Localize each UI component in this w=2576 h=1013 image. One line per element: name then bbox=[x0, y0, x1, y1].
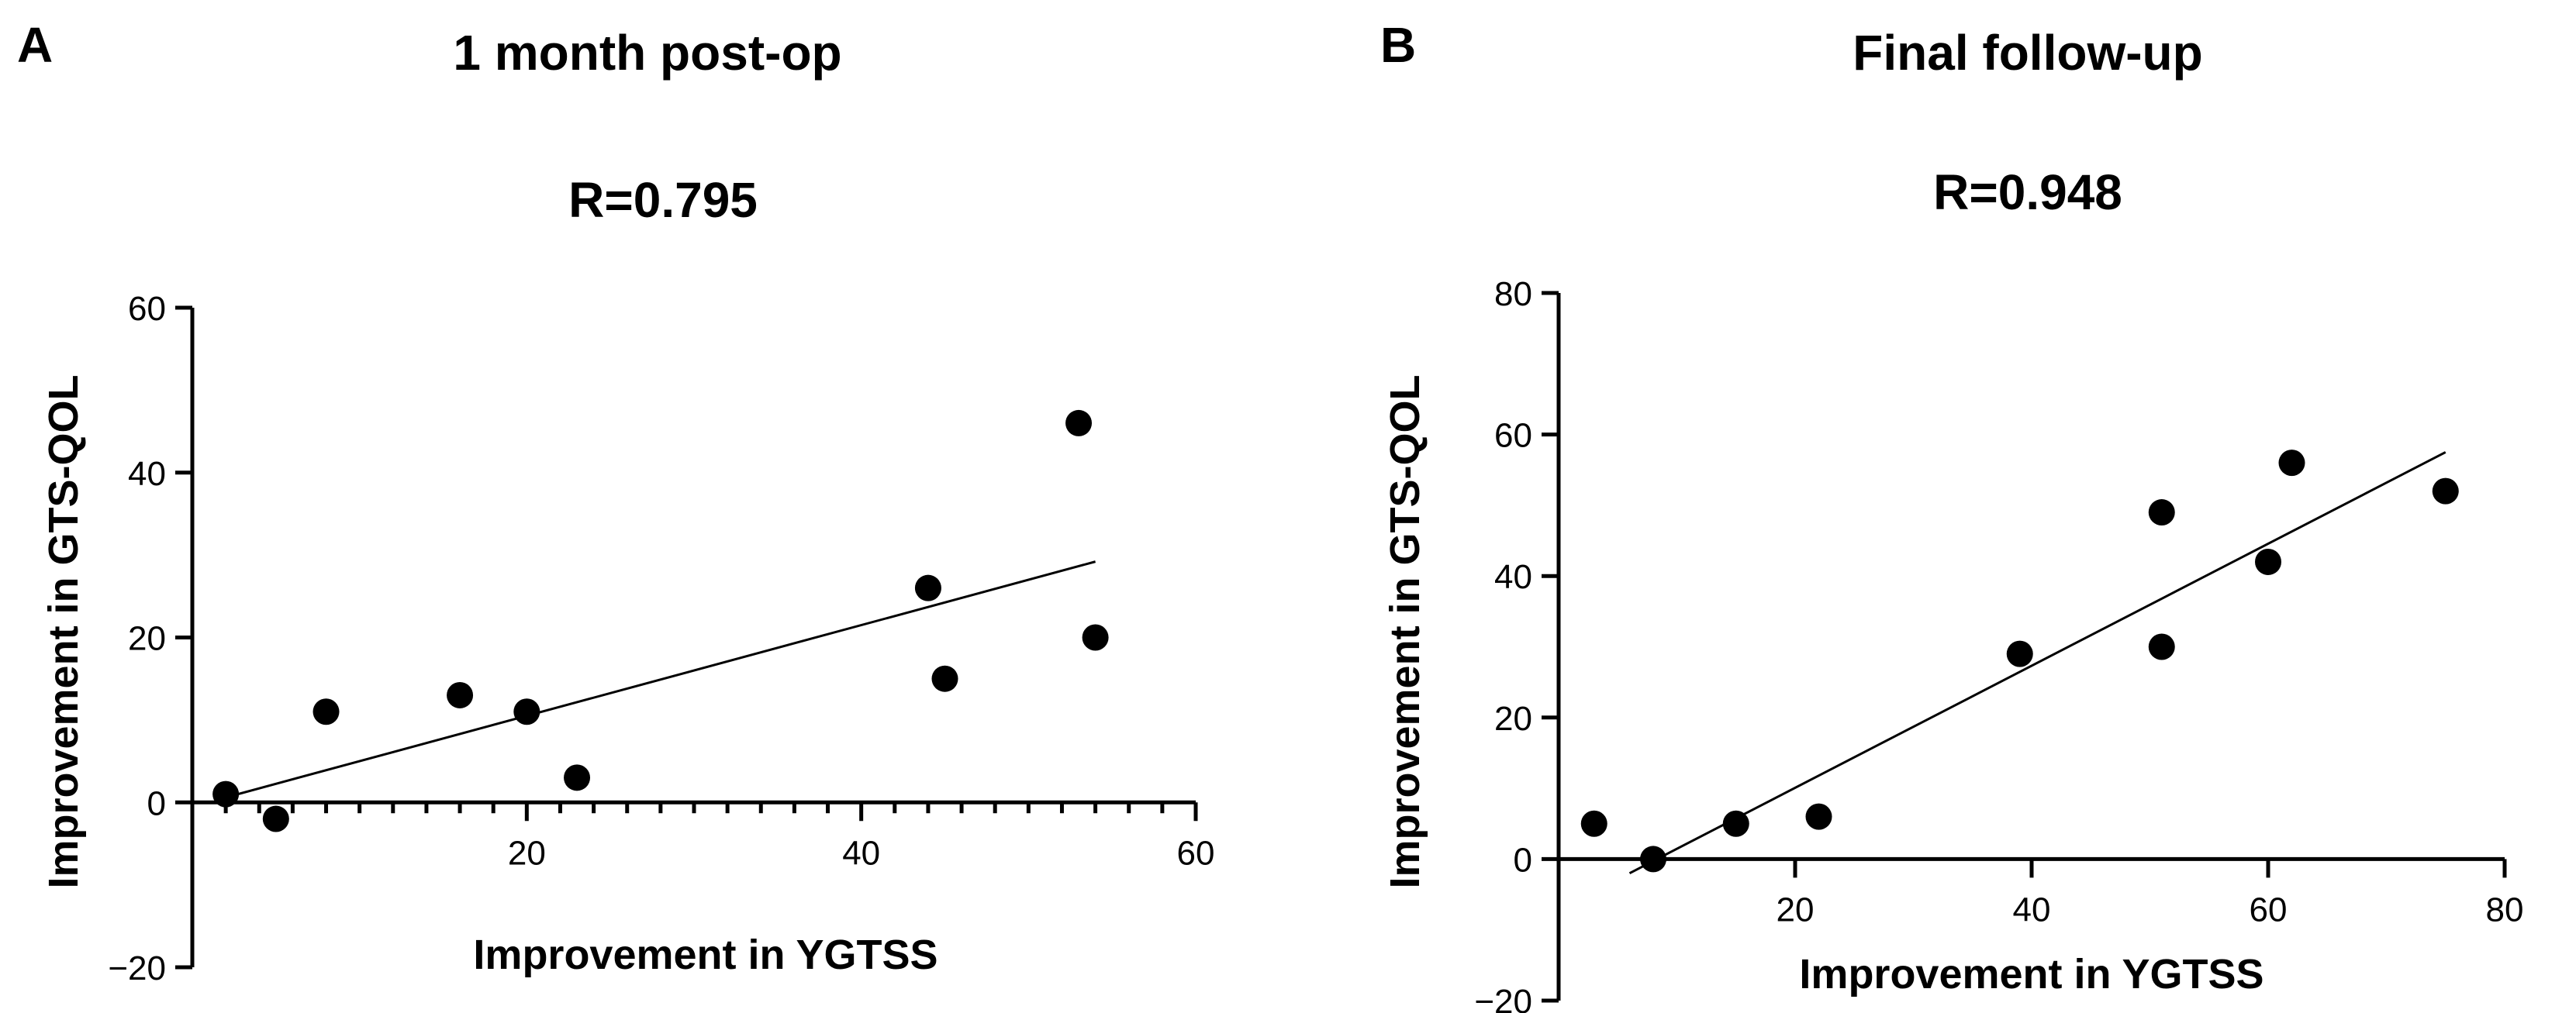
panel-b-letter: B bbox=[1380, 17, 1416, 73]
panel-b-points bbox=[1580, 450, 2459, 873]
data-point bbox=[2255, 548, 2281, 575]
panel-a-title: 1 month post-op bbox=[453, 25, 841, 81]
y-tick-label: 40 bbox=[128, 455, 166, 493]
x-tick-label: 40 bbox=[2013, 891, 2051, 929]
panel-a: A 1 month post-op R=0.795 Improvement in… bbox=[17, 17, 1214, 987]
panel-a-points bbox=[212, 409, 1109, 832]
data-point bbox=[1580, 810, 1607, 837]
y-tick-label: 20 bbox=[1494, 700, 1532, 738]
data-point bbox=[914, 574, 941, 601]
x-tick-label: 60 bbox=[1177, 834, 1215, 872]
data-point bbox=[1082, 624, 1109, 651]
y-tick-label: 0 bbox=[1514, 841, 1532, 879]
data-point bbox=[2148, 633, 2175, 660]
data-point bbox=[1640, 846, 1666, 873]
data-point bbox=[262, 805, 289, 832]
x-tick-label: 60 bbox=[2250, 891, 2288, 929]
panel-a-axes bbox=[190, 308, 1196, 967]
y-tick-label: 0 bbox=[147, 784, 166, 822]
panel-b-r-value: R=0.948 bbox=[1933, 164, 2122, 220]
panel-b-ticks: −20 0 20 40 60 80 20 40 60 80 bbox=[1474, 275, 2523, 1013]
data-point bbox=[564, 764, 591, 791]
y-tick-label: 40 bbox=[1494, 558, 1532, 596]
y-tick-label: −20 bbox=[108, 949, 166, 987]
panel-a-fit bbox=[225, 560, 1096, 799]
data-point bbox=[1722, 810, 1749, 837]
regression-line bbox=[1628, 451, 2447, 874]
x-tick-label: 80 bbox=[2486, 891, 2524, 929]
regression-line bbox=[225, 560, 1096, 799]
panel-a-r-value: R=0.795 bbox=[568, 172, 758, 228]
panel-b-title: Final follow-up bbox=[1853, 25, 2202, 81]
data-point bbox=[212, 780, 240, 808]
y-tick-label: 20 bbox=[128, 620, 166, 658]
x-tick-label: 20 bbox=[508, 834, 546, 872]
data-point bbox=[513, 698, 540, 725]
x-tick-label: 20 bbox=[1777, 891, 1815, 929]
y-tick-label: 60 bbox=[1494, 417, 1532, 455]
y-tick-label: 60 bbox=[128, 290, 166, 328]
panel-a-y-axis-label: Improvement in GTS-QOL bbox=[40, 374, 87, 888]
data-point bbox=[931, 665, 958, 692]
data-point bbox=[447, 681, 474, 708]
data-point bbox=[313, 698, 340, 725]
panel-b-y-axis-label: Improvement in GTS-QOL bbox=[1382, 374, 1428, 888]
data-point bbox=[1065, 409, 1093, 436]
data-point bbox=[2278, 450, 2305, 477]
data-point bbox=[2148, 499, 2175, 526]
data-point bbox=[2006, 640, 2033, 667]
data-point bbox=[2432, 477, 2459, 505]
x-tick-label: 40 bbox=[842, 834, 880, 872]
y-tick-label: 80 bbox=[1494, 275, 1532, 313]
y-tick-label: −20 bbox=[1474, 983, 1532, 1013]
panel-b-x-axis-label: Improvement in YGTSS bbox=[1799, 951, 2263, 997]
panel-a-x-axis-label: Improvement in YGTSS bbox=[473, 932, 938, 978]
panel-b-fit bbox=[1628, 451, 2447, 874]
data-point bbox=[1805, 803, 1832, 830]
panel-a-letter: A bbox=[17, 17, 53, 73]
panel-a-ticks: −20 0 20 40 60 20 40 60 bbox=[108, 290, 1214, 987]
panel-b: B Final follow-up R=0.948 Improvement in… bbox=[1380, 17, 2523, 1013]
